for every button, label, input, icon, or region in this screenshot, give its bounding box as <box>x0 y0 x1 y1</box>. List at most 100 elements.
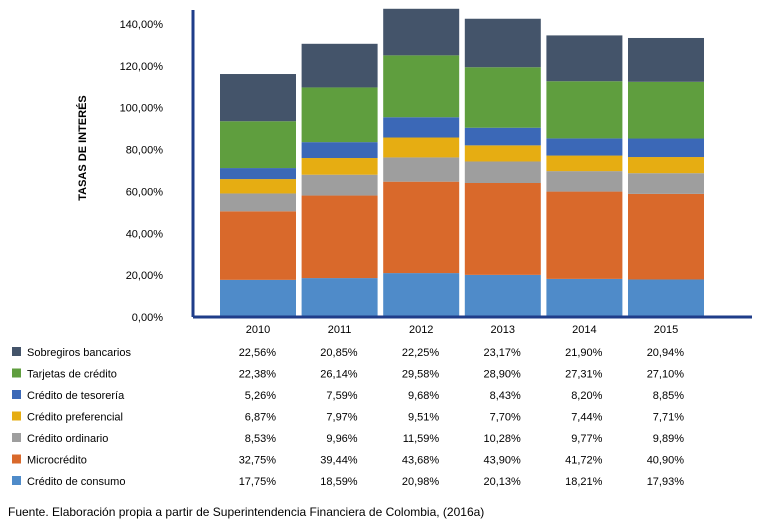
table-cell-value: 27,10% <box>647 369 685 381</box>
bar-segment <box>464 182 541 275</box>
x-tick-label: 2013 <box>491 324 515 336</box>
bar-segment <box>546 35 623 82</box>
table-cell-value: 20,98% <box>402 476 440 488</box>
legend-swatch <box>12 390 21 399</box>
table-cell-value: 9,51% <box>408 412 439 424</box>
y-tick-label: 20,00% <box>126 270 164 282</box>
x-tick-label: 2010 <box>246 324 270 336</box>
table-cell-value: 8,43% <box>490 390 521 402</box>
table-cell-value: 8,85% <box>653 390 684 402</box>
stacked-bar-chart: 0,00% 20,00% 40,00% 60,00% 80,00% 100,00% 120,… <box>12 8 752 488</box>
table-cell-value: 9,89% <box>653 433 684 445</box>
x-tick-label: 2015 <box>654 324 678 336</box>
legend-swatch <box>12 433 21 442</box>
source-note: Fuente. Elaboración propia a partir de S… <box>8 505 485 519</box>
table-cell-value: 43,68% <box>402 455 440 467</box>
bar-segment <box>628 279 704 317</box>
y-tick-label: 100,00% <box>120 103 164 115</box>
table-cell-value: 11,59% <box>403 433 440 445</box>
table-cell-value: 17,93% <box>647 476 685 488</box>
legend-swatch <box>12 454 21 464</box>
legend-label: Tarjetas de crédito <box>27 369 117 381</box>
bar-segment <box>301 195 378 279</box>
bar-segment <box>301 43 378 88</box>
bar-segment <box>546 278 623 317</box>
table-cell-value: 39,44% <box>320 455 358 467</box>
bar-segment <box>546 81 623 139</box>
bar-segment <box>546 171 623 192</box>
legend-swatch <box>12 411 21 421</box>
bar-segment <box>220 193 296 212</box>
bar-segment <box>220 279 296 317</box>
table-cell-value: 18,59% <box>320 476 358 488</box>
table-cell-value: 32,75% <box>239 455 277 467</box>
table-cell-value: 28,90% <box>483 369 521 381</box>
table-cell-value: 9,68% <box>408 390 439 402</box>
y-tick-label: 40,00% <box>126 228 164 240</box>
table-cell-value: 10,28% <box>483 433 521 445</box>
bar-segment <box>383 8 460 56</box>
bar-segment <box>220 179 296 194</box>
table-cell-value: 7,71% <box>653 412 684 424</box>
bar-segment <box>301 278 378 317</box>
bar-segment <box>628 157 704 174</box>
bar-segment <box>301 142 378 159</box>
bar-segment <box>220 74 296 122</box>
bar-segment <box>383 157 460 182</box>
bar-segment <box>220 168 296 180</box>
bar-segment <box>301 158 378 175</box>
bar-segment <box>383 117 460 138</box>
bar-segment <box>628 81 704 139</box>
y-tick-label: 140,00% <box>120 19 164 31</box>
legend-label: Crédito preferencial <box>27 412 123 424</box>
bar-segment <box>628 138 704 158</box>
bar-segment <box>220 211 296 280</box>
table-cell-value: 8,20% <box>571 390 602 402</box>
table-cell-value: 20,94% <box>647 347 685 359</box>
table-cell-value: 20,13% <box>483 476 521 488</box>
table-cell-value: 8,53% <box>245 433 276 445</box>
table-cell-value: 22,38% <box>239 369 277 381</box>
bar-segment <box>628 173 704 194</box>
table-cell-value: 40,90% <box>647 455 685 467</box>
table-cell-value: 21,90% <box>565 347 603 359</box>
bar-segment <box>464 67 541 128</box>
table-cell-value: 7,59% <box>326 390 357 402</box>
legend-swatch <box>12 347 21 356</box>
bar-segment <box>628 193 704 280</box>
bar-segment <box>464 18 541 68</box>
table-cell-value: 22,56% <box>239 347 277 359</box>
table-cell-value: 9,77% <box>571 433 602 445</box>
table-cell-value: 27,31% <box>565 369 603 381</box>
bar-segment <box>464 145 541 162</box>
table-cell-value: 20,85% <box>320 347 358 359</box>
bar-segment <box>464 274 541 317</box>
bar-segment <box>628 37 704 82</box>
legend-label: Sobregiros bancarios <box>27 347 131 359</box>
table-cell-value: 7,44% <box>571 412 602 424</box>
legend-label: Crédito ordinario <box>27 433 108 445</box>
legend-label: Microcrédito <box>27 455 87 467</box>
table-cell-value: 5,26% <box>245 390 276 402</box>
bar-segment <box>301 174 378 196</box>
y-tick-label: 60,00% <box>126 186 164 198</box>
legend-label: Crédito de tesorería <box>27 390 125 402</box>
y-tick-label: 80,00% <box>126 145 164 157</box>
y-axis-title: TASAS DE INTERÉS <box>76 95 89 201</box>
table-cell-value: 43,90% <box>483 455 521 467</box>
table-cell-value: 7,70% <box>490 412 521 424</box>
bar-segment <box>546 155 623 172</box>
table-cell-value: 17,75% <box>239 476 277 488</box>
bar-segment <box>383 273 460 317</box>
bar-segment <box>464 161 541 183</box>
table-cell-value: 23,17% <box>483 347 521 359</box>
legend-swatch <box>12 476 21 485</box>
bar-segment <box>301 87 378 143</box>
legend-swatch <box>12 368 21 378</box>
table-cell-value: 22,25% <box>402 347 440 359</box>
table-cell-value: 29,58% <box>402 369 440 381</box>
bar-segment <box>220 121 296 169</box>
bar-segment <box>383 55 460 118</box>
y-tick-label: 120,00% <box>120 61 164 73</box>
x-tick-label: 2012 <box>409 324 433 336</box>
